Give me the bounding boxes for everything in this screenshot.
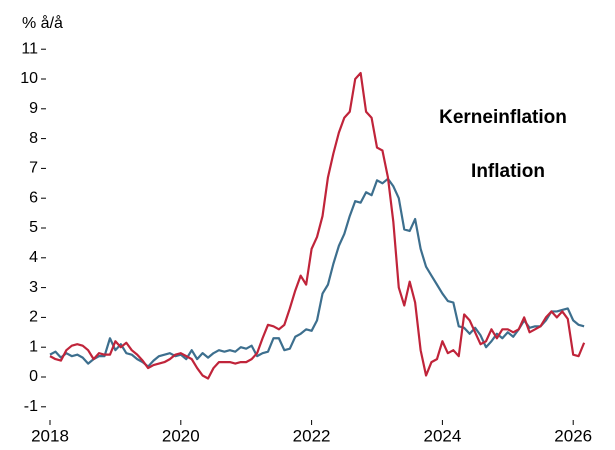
y-tick-label: 1: [29, 338, 38, 355]
y-tick-label: -1: [24, 398, 38, 415]
y-tick-label: 9: [29, 100, 38, 117]
y-tick-label: 11: [21, 40, 38, 57]
y-axis-label: % å/å: [22, 14, 63, 32]
y-tick-label: 8: [29, 130, 38, 147]
x-tick-label: 2026: [554, 426, 592, 445]
y-tick-label: 2: [29, 309, 38, 326]
y-tick-label: 6: [29, 189, 38, 206]
y-tick-label: 7: [29, 160, 38, 177]
x-tick-label: 2020: [162, 426, 200, 445]
series-line: [49, 71, 586, 380]
x-tick-label: 2022: [293, 426, 331, 445]
series-label: Kerneinflation: [439, 107, 567, 128]
series-label: Inflation: [471, 161, 545, 182]
series-line: [49, 177, 585, 368]
x-tick-label: 2024: [423, 426, 461, 445]
y-tick-label: 4: [29, 249, 38, 266]
x-tick-label: 2018: [31, 426, 69, 445]
y-tick-label: 5: [29, 219, 38, 236]
y-tick-label: 0: [29, 368, 38, 385]
y-tick-label: 10: [20, 70, 38, 87]
y-tick-label: 3: [29, 279, 38, 296]
